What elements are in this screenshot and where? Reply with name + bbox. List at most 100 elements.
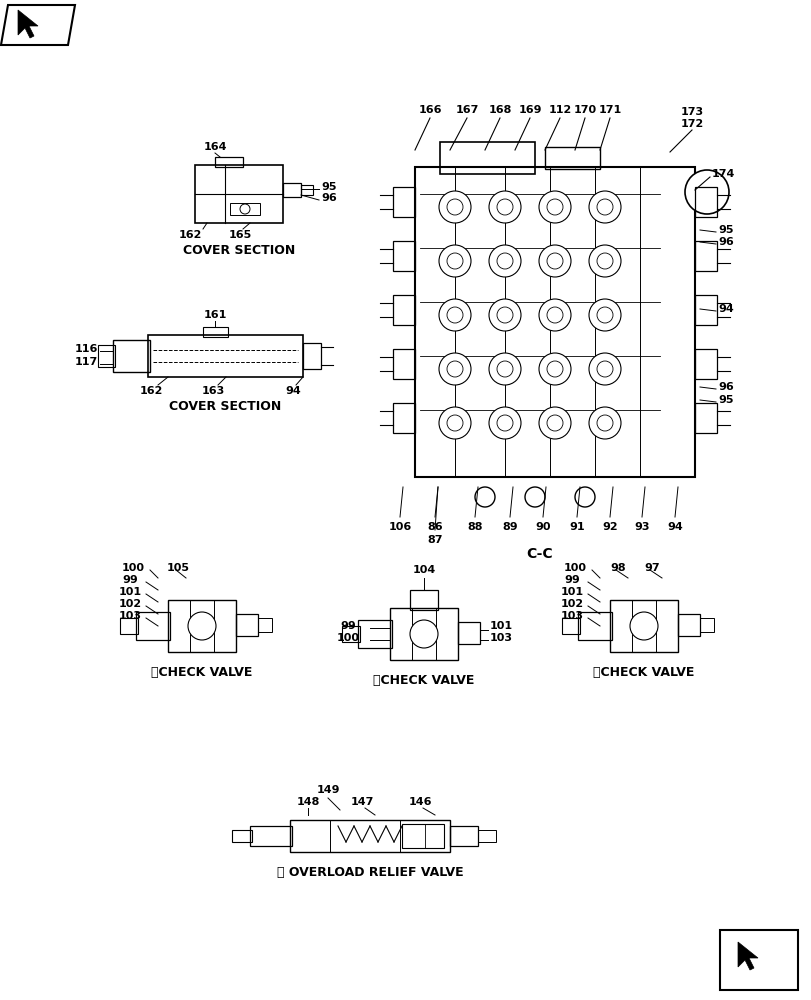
Bar: [215, 157, 242, 167]
Bar: [393, 187, 414, 217]
Text: 147: 147: [350, 797, 373, 807]
Bar: [341, 626, 359, 642]
Text: 171: 171: [598, 105, 621, 115]
Text: 96: 96: [717, 237, 733, 247]
Bar: [440, 142, 534, 174]
Circle shape: [439, 353, 470, 385]
Circle shape: [588, 245, 620, 277]
Text: 94: 94: [285, 386, 301, 396]
Circle shape: [410, 620, 437, 648]
Text: COVER SECTION: COVER SECTION: [182, 244, 294, 257]
Text: 98: 98: [609, 563, 625, 573]
Bar: [478, 830, 496, 842]
Circle shape: [539, 407, 570, 439]
Text: 100: 100: [336, 633, 359, 643]
Bar: [694, 403, 716, 433]
Circle shape: [439, 191, 470, 223]
Circle shape: [188, 612, 216, 640]
Bar: [410, 590, 437, 610]
Text: 100: 100: [122, 563, 144, 573]
Circle shape: [539, 353, 570, 385]
Bar: [393, 241, 414, 271]
Bar: [290, 820, 449, 852]
Bar: [393, 403, 414, 433]
Polygon shape: [1, 5, 75, 45]
Text: 162: 162: [178, 230, 201, 240]
Bar: [135, 612, 169, 640]
Circle shape: [446, 253, 462, 269]
Text: 90: 90: [534, 522, 550, 532]
Polygon shape: [18, 10, 38, 38]
Text: 93: 93: [633, 522, 649, 532]
Circle shape: [547, 307, 562, 323]
Text: C-C: C-C: [526, 547, 552, 561]
Circle shape: [596, 361, 612, 377]
Bar: [414, 167, 694, 477]
Text: COVER SECTION: COVER SECTION: [169, 400, 281, 414]
Bar: [98, 345, 115, 367]
Circle shape: [684, 170, 728, 214]
Text: 95: 95: [717, 225, 732, 235]
Text: 99: 99: [340, 621, 355, 631]
Text: 96: 96: [320, 193, 337, 203]
Text: 117: 117: [75, 357, 97, 367]
Text: 146: 146: [408, 797, 431, 807]
Bar: [694, 241, 716, 271]
Bar: [677, 614, 699, 636]
Text: 106: 106: [388, 522, 411, 532]
Text: 87: 87: [427, 535, 442, 545]
Text: 165: 165: [228, 230, 251, 240]
Circle shape: [539, 299, 570, 331]
Circle shape: [539, 191, 570, 223]
Text: 92: 92: [602, 522, 617, 532]
Bar: [694, 187, 716, 217]
Bar: [203, 327, 228, 337]
Text: 162: 162: [139, 386, 162, 396]
Bar: [301, 185, 312, 195]
Bar: [457, 622, 479, 644]
Text: 102: 102: [118, 599, 141, 609]
Polygon shape: [737, 942, 757, 970]
Text: ⒸCHECK VALVE: ⒸCHECK VALVE: [593, 666, 694, 678]
Bar: [694, 295, 716, 325]
Text: 102: 102: [560, 599, 583, 609]
Text: 148: 148: [296, 797, 320, 807]
Circle shape: [446, 199, 462, 215]
Bar: [699, 618, 713, 632]
Circle shape: [574, 487, 594, 507]
Text: 99: 99: [122, 575, 138, 585]
Bar: [719, 930, 797, 990]
Text: 101: 101: [560, 587, 583, 597]
Circle shape: [488, 407, 521, 439]
Circle shape: [488, 299, 521, 331]
Bar: [561, 618, 579, 634]
Circle shape: [446, 307, 462, 323]
Text: 166: 166: [418, 105, 441, 115]
Circle shape: [588, 407, 620, 439]
Bar: [449, 826, 478, 846]
Circle shape: [588, 353, 620, 385]
Circle shape: [496, 253, 513, 269]
Text: 116: 116: [75, 344, 97, 354]
Bar: [195, 165, 283, 223]
Text: 94: 94: [667, 522, 682, 532]
Circle shape: [474, 487, 495, 507]
Circle shape: [496, 361, 513, 377]
Text: 105: 105: [166, 563, 189, 573]
Bar: [393, 349, 414, 379]
Text: 95: 95: [717, 395, 732, 405]
Bar: [389, 608, 457, 660]
Bar: [393, 295, 414, 325]
Circle shape: [496, 307, 513, 323]
Circle shape: [588, 191, 620, 223]
Text: 88: 88: [466, 522, 483, 532]
Text: ⓓ OVERLOAD RELIEF VALVE: ⓓ OVERLOAD RELIEF VALVE: [277, 865, 463, 879]
Circle shape: [596, 415, 612, 431]
Circle shape: [446, 361, 462, 377]
Circle shape: [496, 199, 513, 215]
Bar: [303, 343, 320, 369]
Circle shape: [496, 415, 513, 431]
Circle shape: [525, 487, 544, 507]
Text: 100: 100: [563, 563, 586, 573]
Text: 161: 161: [203, 310, 226, 320]
